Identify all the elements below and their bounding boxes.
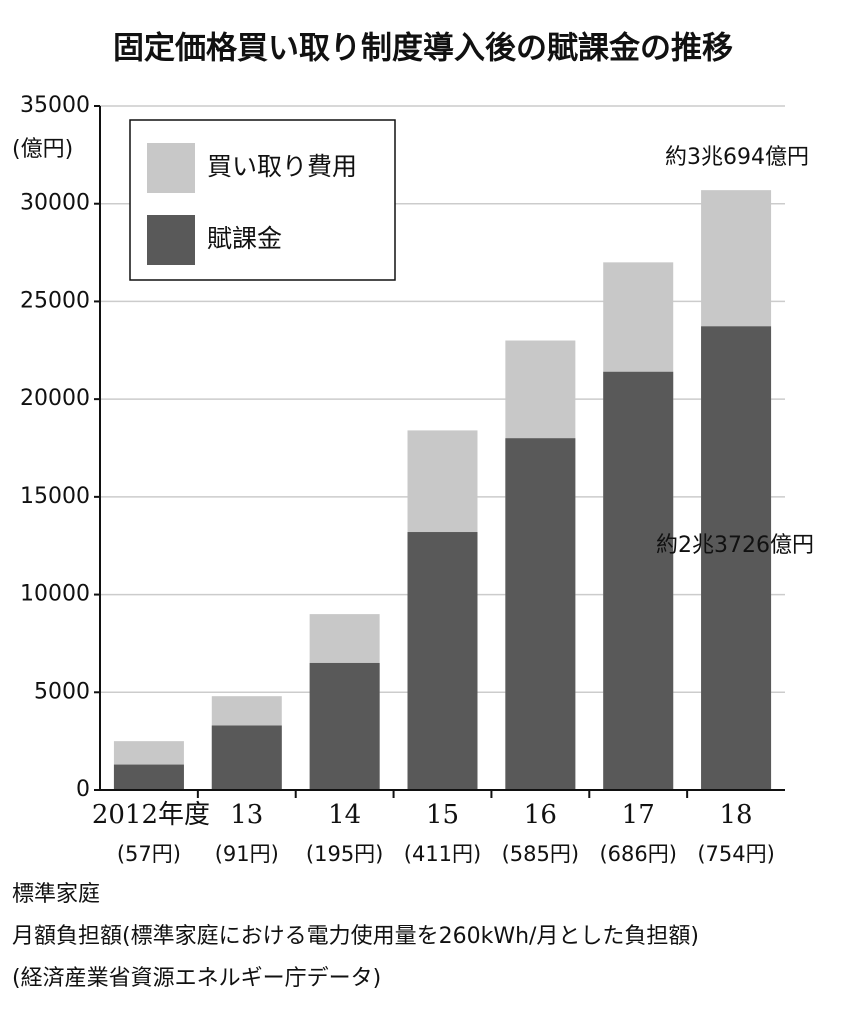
x-tick-label: 15 — [426, 800, 459, 830]
footnote: (経済産業省資源エネルギー庁データ) — [12, 966, 381, 991]
footnote: 月額負担額(標準家庭における電力使用量を260kWh/月とした負担額) — [12, 924, 699, 949]
bar — [211, 725, 282, 790]
footnote: 標準家庭 — [12, 882, 100, 907]
legend-label: 買い取り費用 — [207, 152, 357, 181]
x-tick-note: (195円) — [306, 842, 383, 866]
x-tick-note: (91円) — [215, 842, 279, 866]
legend-swatch — [147, 143, 195, 193]
y-tick-label: 25000 — [20, 288, 90, 313]
y-tick-label: 15000 — [20, 484, 90, 509]
bar — [309, 662, 380, 790]
y-tick-label: 5000 — [34, 679, 90, 704]
x-tick-label: 17 — [622, 800, 655, 830]
x-tick-note: (686円) — [599, 842, 676, 866]
y-tick-label: 35000 — [20, 93, 90, 118]
bar — [505, 438, 576, 790]
x-tick-label: 13 — [230, 800, 263, 830]
y-tick-label: 10000 — [20, 582, 90, 607]
bar — [407, 532, 478, 790]
x-tick-note: (754円) — [697, 842, 774, 866]
x-tick-note: (411円) — [404, 842, 481, 866]
bar — [701, 326, 772, 790]
x-tick-note: (585円) — [502, 842, 579, 866]
y-tick-label: 30000 — [20, 191, 90, 216]
chart-title: 固定価格買い取り制度導入後の賦課金の推移 — [113, 31, 733, 67]
annotation: 約2兆3726億円 — [656, 533, 814, 558]
y-tick-label: 0 — [76, 777, 90, 802]
legend-swatch — [147, 215, 195, 265]
y-unit: (億円) — [12, 137, 73, 162]
annotation: 約3兆694億円 — [665, 145, 809, 170]
legend-label: 賦課金 — [207, 224, 282, 253]
x-tick-note: (57円) — [117, 842, 181, 866]
bar — [603, 371, 674, 790]
bar — [113, 764, 184, 790]
y-tick-label: 20000 — [20, 386, 90, 411]
x-tick-label: 14 — [328, 800, 361, 830]
x-tick-label: 18 — [720, 800, 753, 830]
x-tick-label: 16 — [524, 800, 557, 830]
x-tick-label: 2012年度 — [92, 800, 210, 830]
